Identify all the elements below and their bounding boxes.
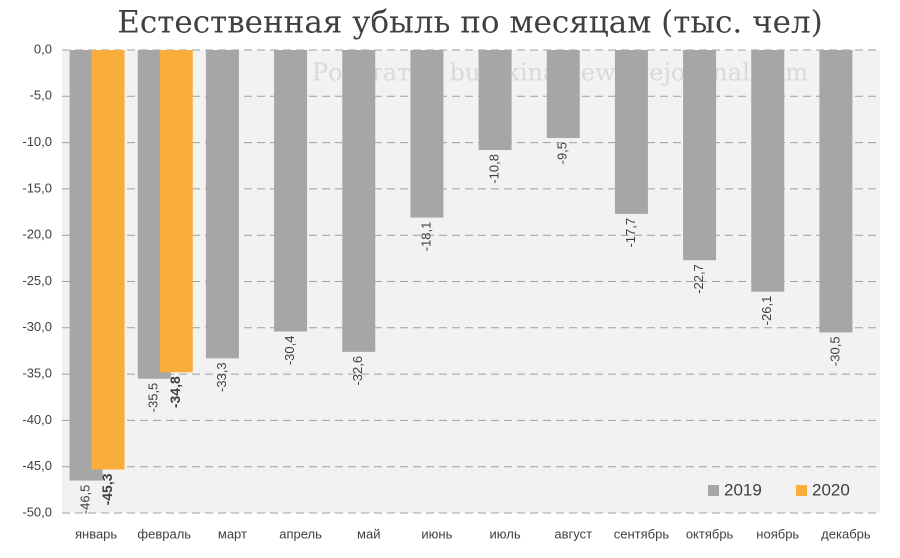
x-tick-label: январь [75,526,117,541]
x-tick-label: май [357,526,380,541]
value-label: -10,8 [487,154,502,184]
y-tick-label: -30,0 [22,319,52,334]
bar [274,50,308,332]
value-label: -26,1 [759,296,774,326]
bar [91,50,125,470]
bar [159,50,193,373]
value-label: -9,5 [555,142,570,164]
y-tick-label: -35,0 [22,366,52,381]
value-label: -22,7 [691,264,706,294]
x-tick-label: март [218,526,247,541]
legend-swatch [708,485,719,496]
y-tick-label: -10,0 [22,134,52,149]
value-label: -30,4 [282,336,297,366]
value-label: -33,3 [214,362,229,392]
y-tick-label: 0,0 [34,41,52,56]
bar [819,50,853,333]
chart-title: Естественная убыль по месяцам (тыс. чел) [117,5,823,41]
value-label: -30,5 [827,336,842,366]
legend-swatch [796,485,807,496]
x-tick-label: июнь [421,526,452,541]
bar [342,50,376,352]
legend-label: 2020 [812,480,850,499]
legend-label: 2019 [724,480,762,499]
y-tick-label: -50,0 [22,504,52,519]
x-tick-label: сентябрь [614,526,670,541]
y-tick-label: -25,0 [22,273,52,288]
bar [410,50,444,218]
bar [614,50,648,214]
y-tick-label: -15,0 [22,180,52,195]
x-tick-label: ноябрь [756,526,799,541]
value-label: -17,7 [623,218,638,248]
y-tick-label: -5,0 [30,88,52,103]
value-label: -34,8 [167,376,183,408]
y-tick-label: -45,0 [22,458,52,473]
bar [205,50,239,359]
value-label: -46,5 [78,485,93,515]
x-tick-label: февраль [137,526,191,541]
value-label: -32,6 [350,356,365,386]
bar [751,50,785,292]
y-tick-label: -40,0 [22,412,52,427]
x-tick-label: июль [490,526,521,541]
x-tick-label: апрель [279,526,322,541]
value-label: -35,5 [146,383,161,413]
bar [478,50,512,151]
bar [546,50,580,138]
x-tick-label: август [554,526,592,541]
x-tick-label: декабрь [821,526,871,541]
value-label: -45,3 [99,473,115,505]
bar [683,50,717,261]
x-tick-label: октябрь [686,526,734,541]
y-tick-label: -20,0 [22,227,52,242]
value-label: -18,1 [418,222,433,252]
